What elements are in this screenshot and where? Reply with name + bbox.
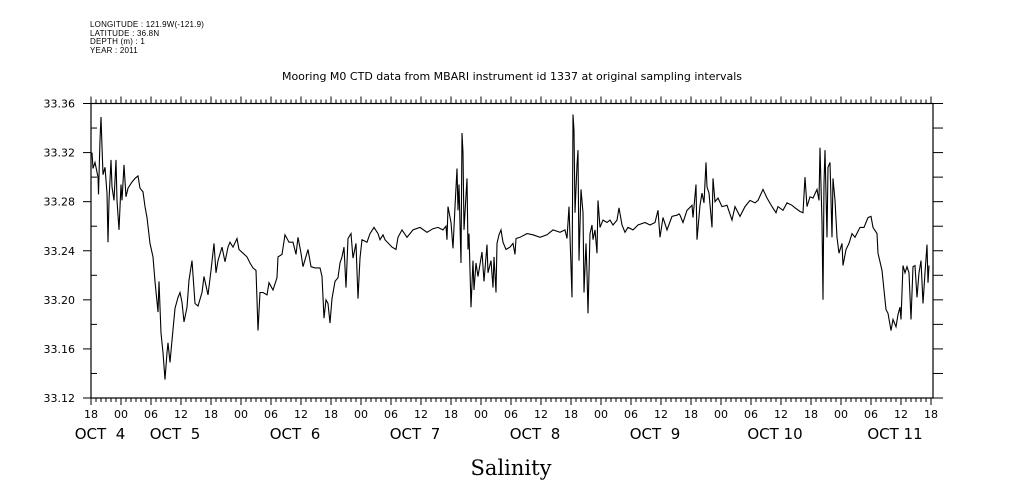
chart-title: Mooring M0 CTD data from MBARI instrumen… — [282, 70, 742, 83]
x-tick-label: 18 — [204, 408, 218, 421]
x-tick-label: 06 — [384, 408, 398, 421]
x-tick-label: 12 — [774, 408, 788, 421]
x-tick-label: 12 — [654, 408, 668, 421]
x-tick-label: 00 — [114, 408, 128, 421]
date-label: OCT 10 — [747, 425, 802, 443]
x-tick-label: 18 — [324, 408, 338, 421]
metadata-header: LONGITUDE : 121.9W(-121.9) LATITUDE : 36… — [90, 20, 205, 55]
x-tick-label: 18 — [924, 408, 938, 421]
x-tick-label: 00 — [834, 408, 848, 421]
date-label: OCT 7 — [390, 425, 441, 443]
x-axis-title: Salinity — [471, 456, 552, 480]
x-tick-label: 12 — [534, 408, 548, 421]
x-tick-label: 12 — [894, 408, 908, 421]
date-label: OCT 6 — [270, 425, 321, 443]
y-tick-label: 33.12 — [44, 392, 76, 405]
x-tick-label: 12 — [294, 408, 308, 421]
x-tick-label: 18 — [444, 408, 458, 421]
x-tick-label: 00 — [234, 408, 248, 421]
x-tick-label: 06 — [504, 408, 518, 421]
y-tick-label: 33.20 — [44, 294, 76, 307]
x-tick-label: 06 — [624, 408, 638, 421]
date-label: OCT 4 — [75, 425, 126, 443]
salinity-series-line — [91, 114, 930, 380]
x-tick-label: 06 — [144, 408, 158, 421]
y-tick-label: 33.28 — [44, 196, 76, 209]
x-tick-label: 06 — [264, 408, 278, 421]
date-label: OCT 5 — [150, 425, 201, 443]
y-tick-label: 33.16 — [44, 343, 76, 356]
x-tick-label: 00 — [714, 408, 728, 421]
x-tick-label: 12 — [174, 408, 188, 421]
y-axis-labels: 33.12 33.16 33.20 33.24 33.28 33.32 33.36 — [44, 98, 76, 406]
axis-ticks — [83, 96, 943, 405]
date-label: OCT 8 — [510, 425, 561, 443]
x-tick-label: 18 — [684, 408, 698, 421]
x-tick-label: 00 — [474, 408, 488, 421]
x-axis-labels: 18 00 06 12 18 00 06 12 18 00 06 12 18 00 06 12 18 00 06 12… — [84, 408, 938, 421]
x-tick-label: 06 — [744, 408, 758, 421]
date-labels: OCT 4 OCT 5 OCT 6 OCT 7 OCT 8 OCT 9 OCT 10 OCT … — [75, 425, 923, 443]
x-tick-label: 00 — [354, 408, 368, 421]
y-tick-label: 33.24 — [44, 245, 76, 258]
y-tick-label: 33.32 — [44, 147, 76, 160]
plot-frame — [90, 102, 934, 399]
year-label: YEAR : 2011 — [90, 45, 138, 55]
x-tick-label: 18 — [804, 408, 818, 421]
x-tick-label: 00 — [594, 408, 608, 421]
x-tick-label: 18 — [564, 408, 578, 421]
latitude-label: LATITUDE : 36.8N — [90, 28, 160, 38]
y-tick-label: 33.36 — [44, 98, 76, 111]
x-tick-label: 18 — [84, 408, 98, 421]
depth-label: DEPTH (m) : 1 — [90, 37, 146, 46]
longitude-label: LONGITUDE : 121.9W(-121.9) — [90, 20, 205, 29]
date-label: OCT 11 — [867, 425, 922, 443]
x-tick-label: 06 — [864, 408, 878, 421]
date-label: OCT 9 — [630, 425, 681, 443]
x-tick-label: 12 — [414, 408, 428, 421]
